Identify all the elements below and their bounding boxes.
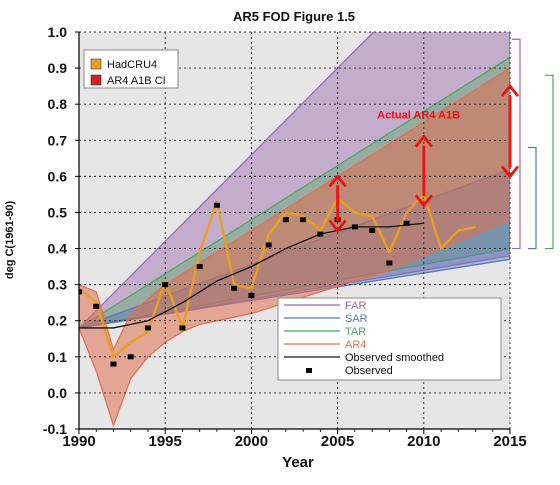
annotation-labels: Actual AR4 A1B [377, 110, 460, 122]
point-observed-1991 [93, 303, 100, 309]
arrow-head-bottom-2010 [414, 194, 433, 208]
point-observed-2009 [403, 220, 410, 226]
point-observed-2003 [300, 217, 307, 223]
point-observed-1990 [79, 289, 82, 295]
y-tick-label-0-8: 0.8 [48, 96, 68, 112]
y-tick-label-0-5: 0.5 [48, 204, 68, 220]
x-tick-label-2010: 2010 [407, 433, 440, 450]
series-hadcru4 [79, 193, 476, 359]
point-observed-2001 [265, 242, 272, 248]
x-axis-ticks: 1990 1995 2000 2005 2010 2015 [62, 429, 527, 450]
double-arrow-2010 [414, 134, 433, 208]
point-observed-2008 [386, 260, 393, 266]
arrow-head-top-2015 [500, 83, 520, 98]
x-tick-label-2000: 2000 [235, 433, 268, 450]
legend-label-observed-smoothed: Observed smoothed [345, 352, 444, 364]
legend-label-ar4: AR4 [345, 339, 366, 351]
point-observed-1995 [162, 282, 169, 288]
point-observed-1998 [213, 202, 220, 208]
point-observed-2002 [282, 217, 289, 223]
x-tick-label-1990: 1990 [62, 433, 95, 450]
double-arrow-2015 [500, 83, 520, 179]
point-observed-1993 [127, 354, 134, 360]
y-tick-label-0-9: 0.9 [48, 60, 68, 76]
point-observed-2006 [351, 224, 358, 230]
x-tick-label-2015: 2015 [493, 433, 526, 450]
y-tick-label-0-7: 0.7 [48, 132, 68, 148]
chart-title: AR5 FOD Figure 1.5 [233, 9, 355, 24]
y-tick-label-0-2: 0.2 [48, 313, 68, 329]
y-tick-label-0-1: -0.1 [43, 421, 67, 437]
legend-label-observed: Observed [345, 365, 393, 377]
point-observed-2000 [248, 292, 255, 298]
annotation-actual-ar4-a1b: Actual AR4 A1B [377, 110, 460, 122]
series-observed-smoothed [79, 222, 424, 329]
arrow-head-bottom-2015 [500, 165, 520, 179]
legend-swatch-ar4-a1b-ci [90, 74, 102, 86]
y-tick-label-0: 0.0 [48, 385, 68, 401]
y-tick-label-1: 1.0 [48, 24, 68, 40]
right-brackets [512, 38, 554, 250]
legend-label-sar: SAR [345, 313, 368, 325]
legend-top-left: HadCRU4 AR4 A1B CI [83, 49, 179, 89]
legend-bottom-right-box [277, 297, 502, 381]
x-tick-label-2005: 2005 [321, 433, 354, 450]
point-observed-1992 [110, 361, 117, 367]
legend-swatch-hadcru4 [90, 58, 102, 70]
projection-bands [79, 32, 510, 428]
x-tick-label-1995: 1995 [149, 433, 182, 450]
y-tick-label-0-3: 0.3 [48, 277, 68, 293]
arrow-head-top-2005 [328, 174, 347, 188]
legend-label-hadcru4: HadCRU4 [107, 59, 157, 71]
annotation-arrows [328, 83, 520, 233]
point-observed-2007 [369, 228, 376, 233]
arrow-head-top-2010 [414, 134, 433, 148]
arrow-head-bottom-2005 [328, 219, 347, 233]
y-axis-ticks: -0.1 0.0 0.1 0.2 0.3 0.4 0.5 0.6 0.7 0.8 0.9 1.0 [43, 24, 79, 437]
point-observed-1994 [144, 325, 151, 331]
point-observed-1999 [231, 285, 238, 291]
y-tick-label-0-4: 0.4 [48, 241, 68, 257]
x-axis-label: Year [282, 454, 314, 471]
legend-label-ar4-a1b-ci: AR4 A1B CI [107, 75, 166, 87]
y-tick-label-0-1: 0.1 [48, 349, 68, 365]
y-tick-label-0-6: 0.6 [48, 168, 68, 184]
legend-marker-observed [306, 368, 312, 373]
legend-label-far: FAR [345, 300, 366, 312]
bracket-sar [528, 146, 537, 250]
legend-label-tar: TAR [345, 326, 366, 338]
bracket-far [512, 38, 521, 250]
point-observed-1996 [179, 325, 186, 331]
y-axis-label: deg C(1961-90) [4, 201, 16, 280]
point-observed-1997 [196, 264, 203, 270]
double-arrow-2005 [328, 174, 347, 233]
series-group [79, 193, 476, 367]
point-observed-2004 [317, 231, 324, 237]
bracket-tar [545, 74, 554, 250]
